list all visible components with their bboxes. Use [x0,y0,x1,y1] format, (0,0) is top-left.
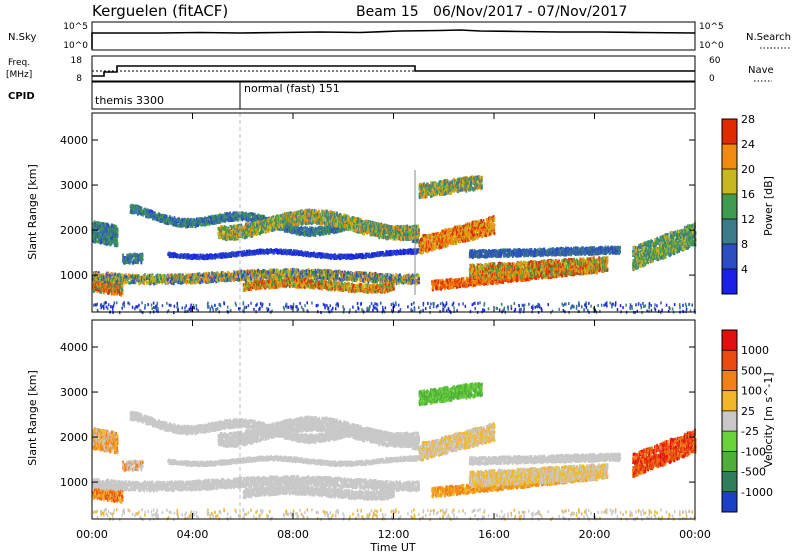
power-cell [122,291,124,294]
power-cell [140,261,142,264]
freq-label-1: Freq. [8,58,30,68]
beam-label: Beam 15 [356,4,419,20]
nsearch-tick-bottom: 10^0 [699,41,724,51]
power-cell [402,238,404,241]
freq-tick-bottom: 8 [76,74,82,84]
power-cell [236,211,238,214]
power-cell [142,254,144,257]
power-cell [119,286,121,289]
freq-label-2: [MHz] [6,70,32,80]
power-cell [280,214,282,217]
nsky-line [92,30,695,49]
power-cell [325,232,327,235]
power-cell [122,285,124,288]
power-heatmap-cells [92,175,696,314]
power-cell [117,228,119,231]
power-cell [178,224,180,227]
power-cell [285,225,287,228]
power-cell [360,220,362,223]
nsearch-tick-top: 10^5 [699,22,724,32]
nsky-tick-bottom: 10^0 [63,41,88,51]
cpid-segment-1: themis 3300 [95,94,164,107]
nave-tick-bottom: 0 [709,74,715,84]
power-cell [141,206,143,209]
station-title: Kerguelen (fitACF) [92,2,228,20]
nave-tick-top: 60 [709,56,721,66]
power-cell [103,235,105,238]
power-cell [418,228,420,231]
cpid-panel [92,82,695,109]
nsky-tick-top: 10^5 [63,22,88,32]
power-cell [166,215,168,218]
power-cell [315,234,317,237]
nsky-label: N.Sky [8,32,36,43]
power-cell [117,235,119,238]
power-cell [96,240,98,243]
cpid-label: CPID [8,91,35,102]
freq-tick-top: 18 [71,56,83,66]
power-cell [256,221,258,224]
power-cell [142,258,144,261]
power-cell [130,260,132,263]
date-range: 06/Nov/2017 - 07/Nov/2017 [433,4,627,20]
power-cell [117,242,119,245]
power-cell [117,231,119,234]
power-cell [307,209,309,212]
cpid-segment-2: normal (fast) 151 [244,82,340,95]
nave-label: Nave [748,65,774,76]
nsearch-label: N.Search [746,32,791,43]
power-cell [383,229,385,232]
power-cell [116,239,118,242]
nsky-panel [92,22,695,50]
power-cell [395,238,397,241]
power-cell [267,230,269,233]
freq-panel [92,56,695,81]
power-cell [363,232,365,235]
